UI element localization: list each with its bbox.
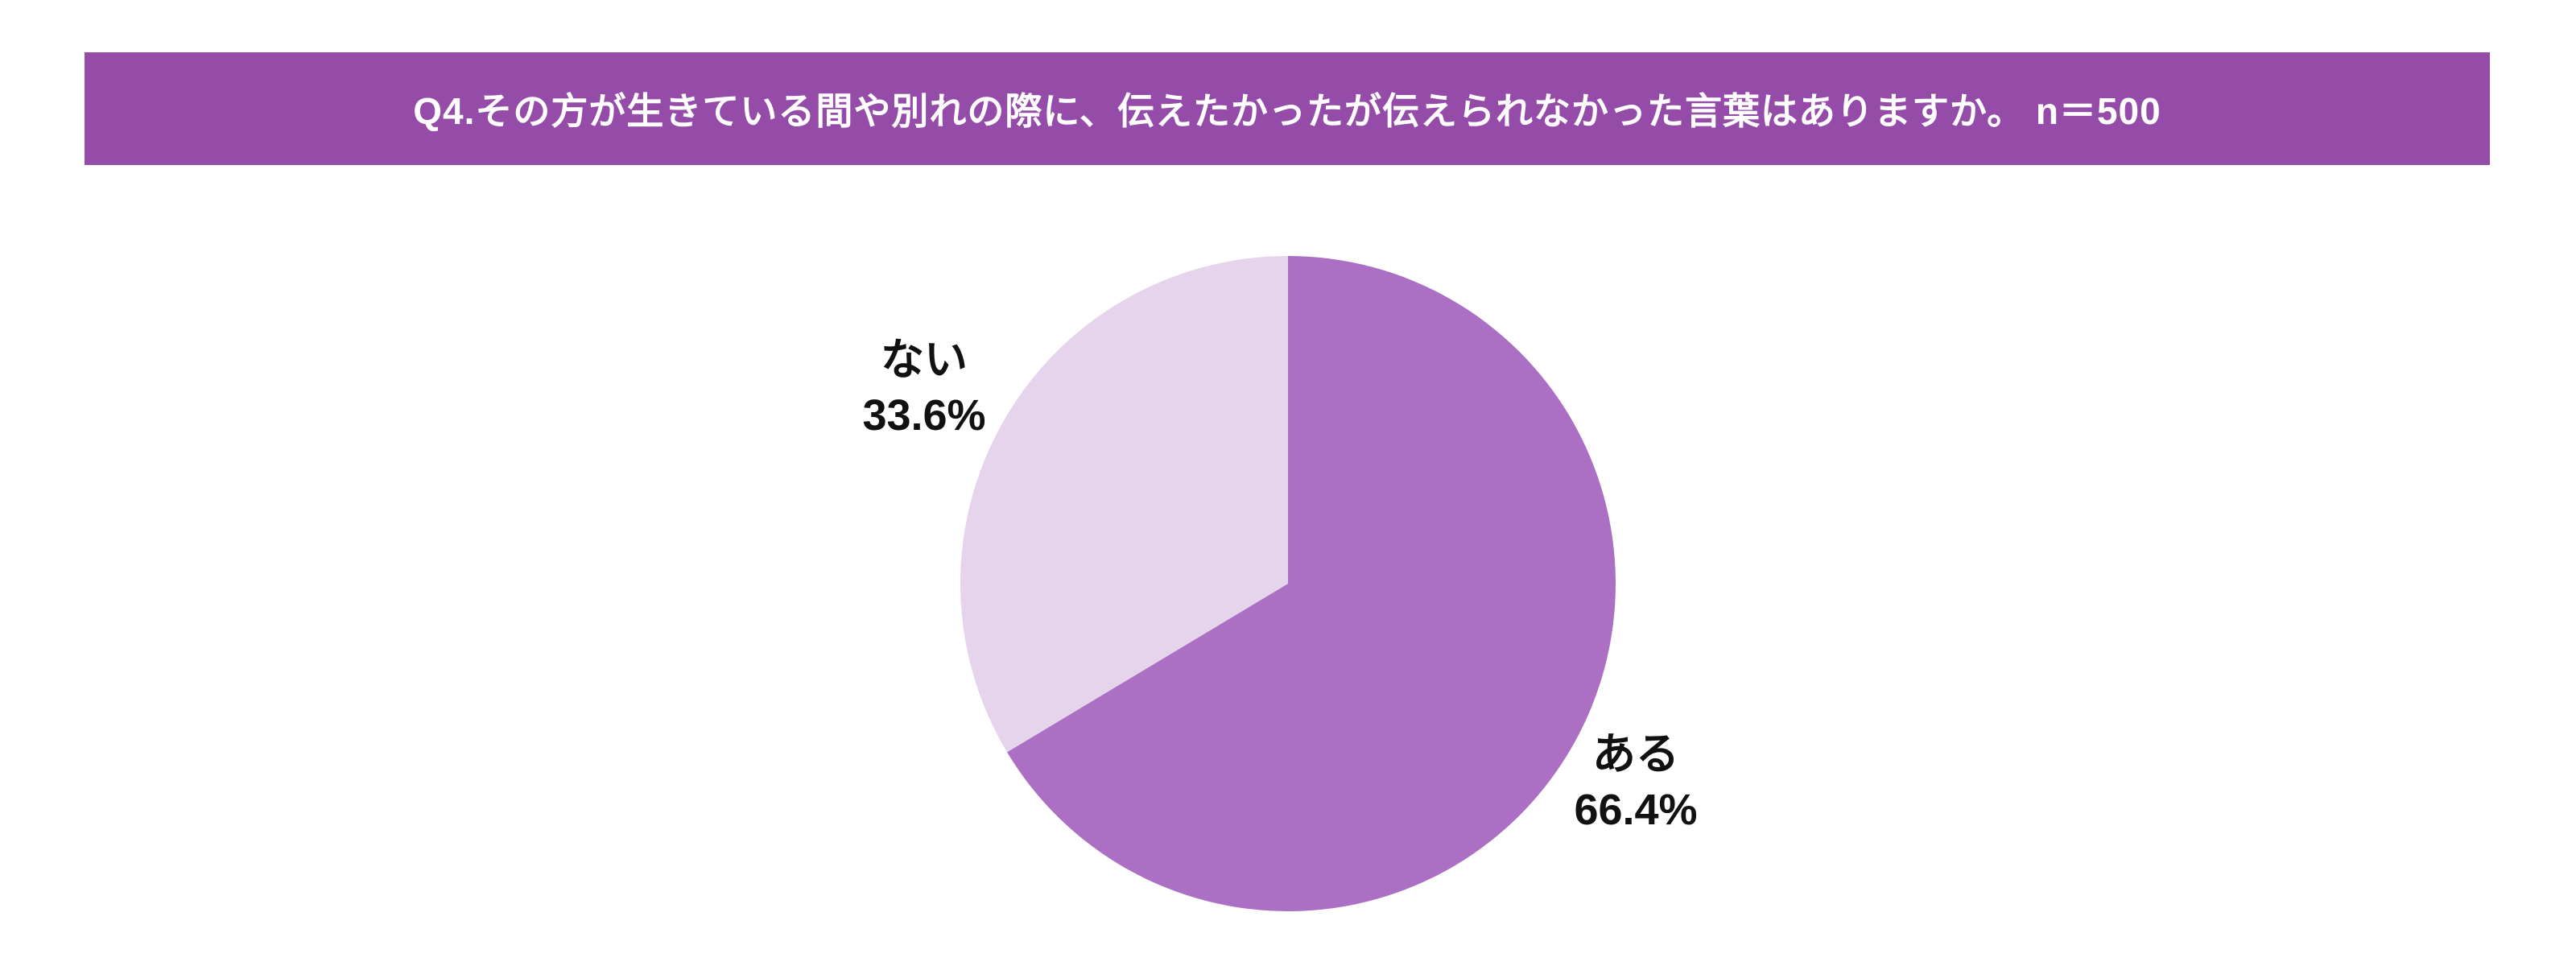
label-aru-value: 66.4% xyxy=(1574,786,1698,834)
label-nai-name: ない xyxy=(881,335,968,384)
question-banner: Q4.その方が生きている間や別れの際に、伝えたかったが伝えられなかった言葉はあり… xyxy=(85,52,2490,165)
pie-slice-ない xyxy=(960,256,1288,753)
label-nai-value: 33.6% xyxy=(862,391,986,440)
pie-slice-ある xyxy=(1006,256,1616,911)
question-title: Q4.その方が生きている間や別れの際に、伝えたかったが伝えられなかった言葉はあり… xyxy=(413,90,2161,132)
label-aru: ある 66.4% xyxy=(1574,727,1697,838)
label-aru-name: ある xyxy=(1592,729,1679,778)
pie-svg xyxy=(960,256,1616,911)
pie-chart xyxy=(960,255,1616,912)
label-nai: ない 33.6% xyxy=(862,332,985,444)
